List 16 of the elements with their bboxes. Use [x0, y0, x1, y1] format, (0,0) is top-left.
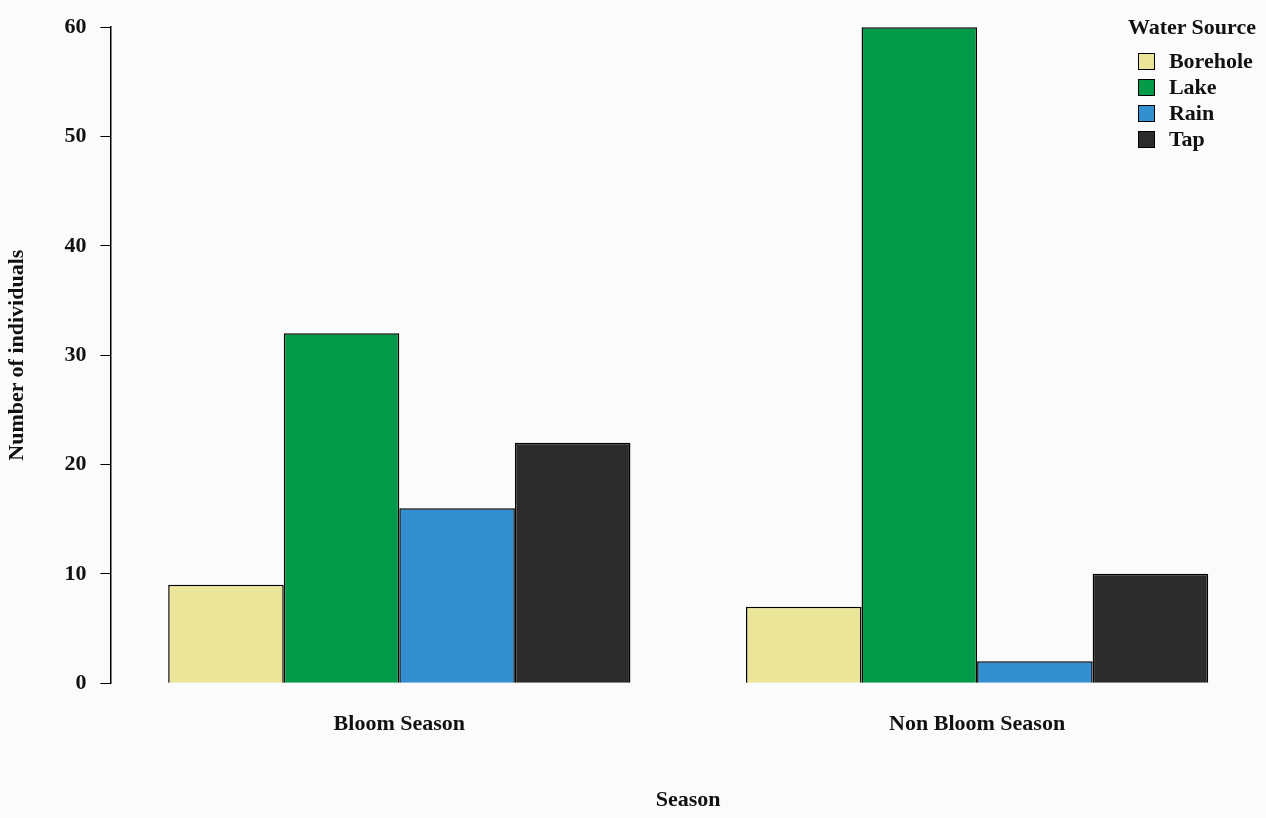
- y-axis-title: Number of individuals: [2, 249, 28, 461]
- x-axis-title: Season: [655, 786, 721, 812]
- y-tick-label: 50: [64, 122, 87, 148]
- y-tick-label: 40: [64, 231, 87, 257]
- y-tick-label: 10: [64, 559, 87, 585]
- legend-label: Borehole: [1168, 48, 1253, 74]
- x-tick-label: Non Bloom Season: [889, 710, 1066, 736]
- y-tick-label: 30: [64, 340, 87, 366]
- legend-title: Water Source: [1127, 14, 1256, 40]
- y-tick-label: 20: [64, 450, 87, 476]
- legend-label: Rain: [1168, 100, 1215, 126]
- legend-label: Tap: [1168, 126, 1205, 152]
- y-tick-label: 60: [64, 12, 87, 38]
- x-tick-label: Bloom Season: [333, 710, 466, 736]
- legend-label: Lake: [1168, 74, 1217, 100]
- y-tick-label: 0: [75, 668, 87, 694]
